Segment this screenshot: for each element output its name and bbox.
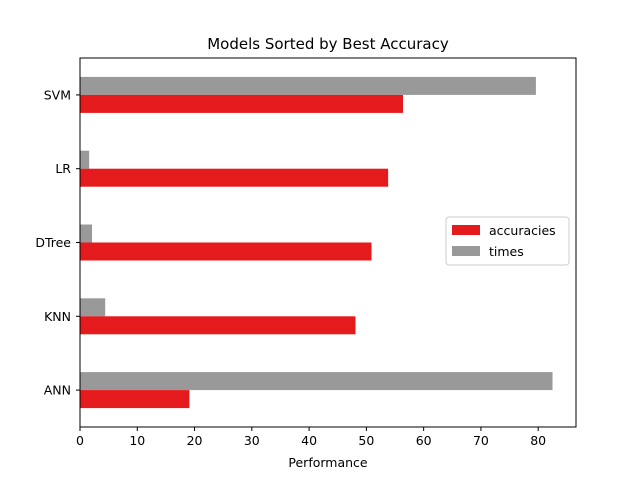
y-tick-label-knn: KNN (44, 309, 71, 324)
y-tick-label-lr: LR (55, 161, 71, 176)
legend-swatch-accuracies (452, 225, 480, 235)
y-tick-label-svm: SVM (44, 87, 71, 102)
y-tick-label-dtree: DTree (35, 235, 71, 250)
bar-times-ann (80, 372, 553, 391)
x-tick-label: 50 (358, 433, 374, 448)
bar-times-svm (80, 76, 536, 95)
x-axis-label: Performance (288, 455, 368, 470)
bar-times-dtree (80, 224, 93, 243)
x-axis-ticks: 0 10 20 30 40 50 60 70 80 (76, 427, 546, 448)
x-tick-label: 20 (187, 433, 203, 448)
chart-title: Models Sorted by Best Accuracy (207, 35, 449, 53)
x-tick-label: 30 (244, 433, 260, 448)
legend: accuracies times (445, 216, 570, 266)
bar-accuracies-lr (80, 168, 389, 187)
bar-accuracies-knn (80, 316, 356, 335)
legend-label-times: times (489, 244, 524, 259)
y-axis-ticks: ANN KNN DTree LR SVM (35, 87, 80, 398)
bar-accuracies-ann (80, 390, 190, 409)
bar-accuracies-svm (80, 94, 404, 113)
bar-times-lr (80, 150, 90, 169)
bar-times-knn (80, 298, 106, 317)
x-tick-label: 10 (129, 433, 145, 448)
legend-swatch-times (452, 246, 480, 256)
x-tick-label: 40 (301, 433, 317, 448)
x-tick-label: 80 (530, 433, 546, 448)
y-tick-label-ann: ANN (44, 383, 71, 398)
x-tick-label: 70 (473, 433, 489, 448)
x-tick-label: 0 (76, 433, 84, 448)
bar-accuracies-dtree (80, 242, 372, 261)
bars-group (80, 76, 553, 409)
x-tick-label: 60 (416, 433, 432, 448)
legend-label-accuracies: accuracies (489, 223, 556, 238)
